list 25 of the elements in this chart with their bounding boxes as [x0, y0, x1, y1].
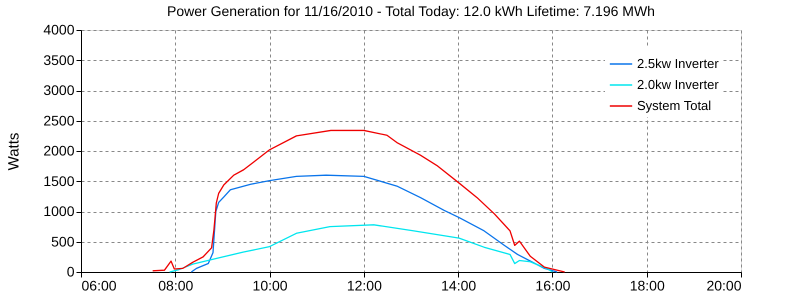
legend-label: System Total: [637, 98, 712, 113]
x-tick-label: 06:00: [82, 278, 117, 294]
x-tick-label: 08:00: [158, 278, 194, 294]
chart-title: Power Generation for 11/16/2010 - Total Today: 12.0 kWh Lifetime: 7.196 MWh: [167, 3, 655, 19]
y-tick-label: 0: [66, 264, 75, 280]
line-series: [168, 224, 554, 273]
y-tick-label: 3000: [43, 82, 75, 98]
y-tick-label: 1500: [43, 172, 75, 189]
x-tick-label: 14:00: [441, 278, 476, 294]
line-series: [152, 130, 566, 273]
x-tick-label: 12:00: [346, 278, 382, 294]
y-tick-label: 3500: [43, 52, 75, 68]
line-series: [190, 174, 558, 273]
y-axis-title: Watts: [5, 132, 22, 170]
x-tick-label: 20:00: [706, 278, 742, 294]
y-tick-label: 2500: [43, 112, 75, 128]
y-tick-label: 2000: [43, 142, 75, 158]
y-tick-label: 4000: [43, 22, 75, 38]
x-tick-label: 10:00: [252, 278, 288, 294]
legend-label: 2.0kw Inverter: [637, 77, 720, 92]
y-tick-label: 1000: [43, 203, 75, 219]
legend-label: 2.5kw Inverter: [637, 56, 720, 71]
x-tick-label: 16:00: [535, 278, 571, 294]
y-tick-label: 500: [51, 233, 75, 250]
x-tick-label: 18:00: [630, 278, 665, 294]
